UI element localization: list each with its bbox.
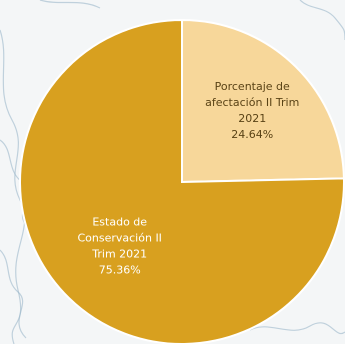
background-line — [249, 322, 345, 335]
slice-category-label-line: Conservación II — [77, 232, 161, 245]
pie-slices — [19, 18, 345, 344]
slice-value-label: 24.64% — [231, 128, 273, 141]
slice-category-label-line: afectación II Trim — [205, 96, 299, 109]
slice-category-label-line: 2021 — [238, 112, 266, 125]
pie-slice-label-1: Estado de Conservación II Trim 2021 75.36% — [77, 216, 161, 277]
slice-value-label: 75.36% — [99, 264, 141, 277]
background-line — [39, 0, 101, 9]
slice-category-label-line: Estado de — [92, 216, 147, 229]
pie-labels: Porcentaje de afectación II Trim 2021 24.64… — [77, 80, 299, 277]
pie-slice-label-0: Porcentaje de afectación II Trim 2021 24.64… — [205, 80, 299, 141]
background-line — [0, 249, 27, 339]
pie-slice-0 — [181, 18, 345, 184]
slice-category-label-line: Trim 2021 — [91, 248, 147, 261]
pie-slice-1 — [19, 18, 345, 344]
slice-category-label-line: Porcentaje de — [215, 80, 290, 93]
background-line — [299, 0, 345, 41]
